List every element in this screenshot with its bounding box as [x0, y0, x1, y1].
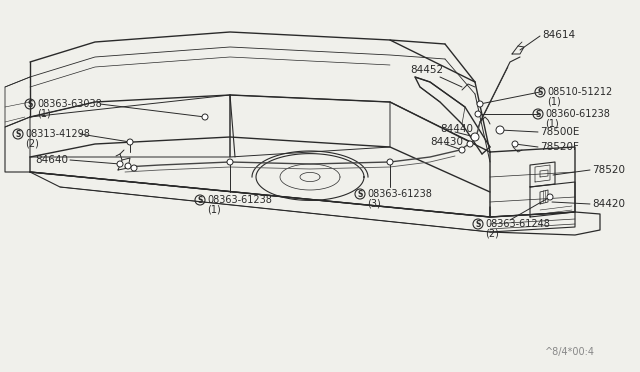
Text: 08363-63038: 08363-63038	[37, 99, 102, 109]
Circle shape	[459, 147, 465, 153]
Circle shape	[477, 101, 483, 107]
Text: 78520F: 78520F	[540, 142, 579, 152]
Text: 78520: 78520	[592, 165, 625, 175]
Text: 84640: 84640	[35, 155, 68, 165]
Circle shape	[475, 111, 481, 117]
Text: 08360-61238: 08360-61238	[545, 109, 610, 119]
Text: (1): (1)	[207, 204, 221, 214]
Text: S: S	[197, 196, 203, 205]
Text: 08363-61238: 08363-61238	[367, 189, 432, 199]
Circle shape	[131, 165, 137, 171]
Text: (2): (2)	[485, 228, 499, 238]
Text: S: S	[476, 219, 481, 228]
Text: (1): (1)	[37, 108, 51, 118]
Circle shape	[512, 141, 518, 147]
Text: 08313-41298: 08313-41298	[25, 129, 90, 139]
Circle shape	[227, 159, 233, 165]
Text: 08363-61238: 08363-61238	[207, 195, 272, 205]
Circle shape	[387, 159, 393, 165]
Text: 84420: 84420	[592, 199, 625, 209]
Circle shape	[496, 126, 504, 134]
Circle shape	[127, 139, 133, 145]
Text: (2): (2)	[25, 138, 39, 148]
Text: 84430: 84430	[430, 137, 463, 147]
Text: (1): (1)	[547, 96, 561, 106]
Text: 84440: 84440	[440, 124, 473, 134]
Text: S: S	[535, 109, 541, 119]
Circle shape	[547, 194, 553, 200]
Circle shape	[125, 163, 131, 169]
Text: S: S	[28, 99, 33, 109]
Text: S: S	[15, 129, 20, 138]
Circle shape	[471, 133, 479, 141]
Text: 84452: 84452	[410, 65, 443, 75]
Text: 08510-51212: 08510-51212	[547, 87, 612, 97]
Text: ^8/4*00:4: ^8/4*00:4	[545, 347, 595, 357]
Circle shape	[202, 114, 208, 120]
Text: 84614: 84614	[542, 30, 575, 40]
Text: (3): (3)	[367, 198, 381, 208]
Circle shape	[467, 141, 473, 147]
Text: 78500E: 78500E	[540, 127, 579, 137]
Text: (1): (1)	[545, 118, 559, 128]
Circle shape	[117, 161, 123, 167]
Text: 08363-61248: 08363-61248	[485, 219, 550, 229]
Text: S: S	[538, 87, 543, 96]
Text: S: S	[357, 189, 363, 199]
